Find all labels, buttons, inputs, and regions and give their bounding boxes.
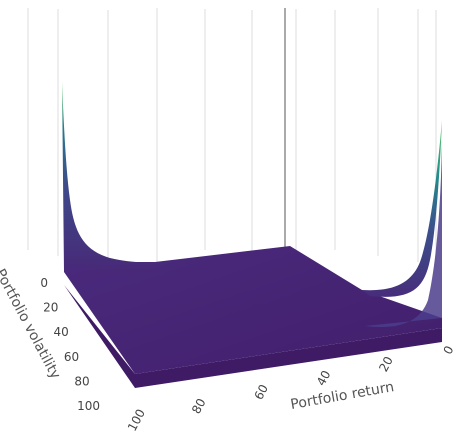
y-tick-label: 100 [77,399,100,413]
y-tick-label: 0 [40,276,48,290]
surface [62,82,442,388]
surface-right-wall [362,120,442,297]
x-tick-label: 0 [440,343,456,356]
y-tick-label: 40 [54,325,69,339]
x-axis-title: Portfolio return [289,379,395,413]
back-grid-lines [27,8,437,268]
y-axis-title: Portfolio volatility [0,266,63,381]
y-tick-label: 60 [64,350,79,364]
x-tick-label: 60 [252,382,272,402]
surface-plateau [64,246,442,374]
x-tick-label: 80 [189,396,209,416]
y-tick-label: 20 [43,301,58,315]
x-tick-label: 100 [125,407,148,434]
x-tick-label: 20 [376,354,396,374]
y-tick-label: 80 [74,374,89,388]
surface-left-wall [62,82,170,274]
surface-front-face [64,285,442,388]
surface-right-wall-front [365,140,442,327]
x-tick-label: 40 [314,368,334,388]
